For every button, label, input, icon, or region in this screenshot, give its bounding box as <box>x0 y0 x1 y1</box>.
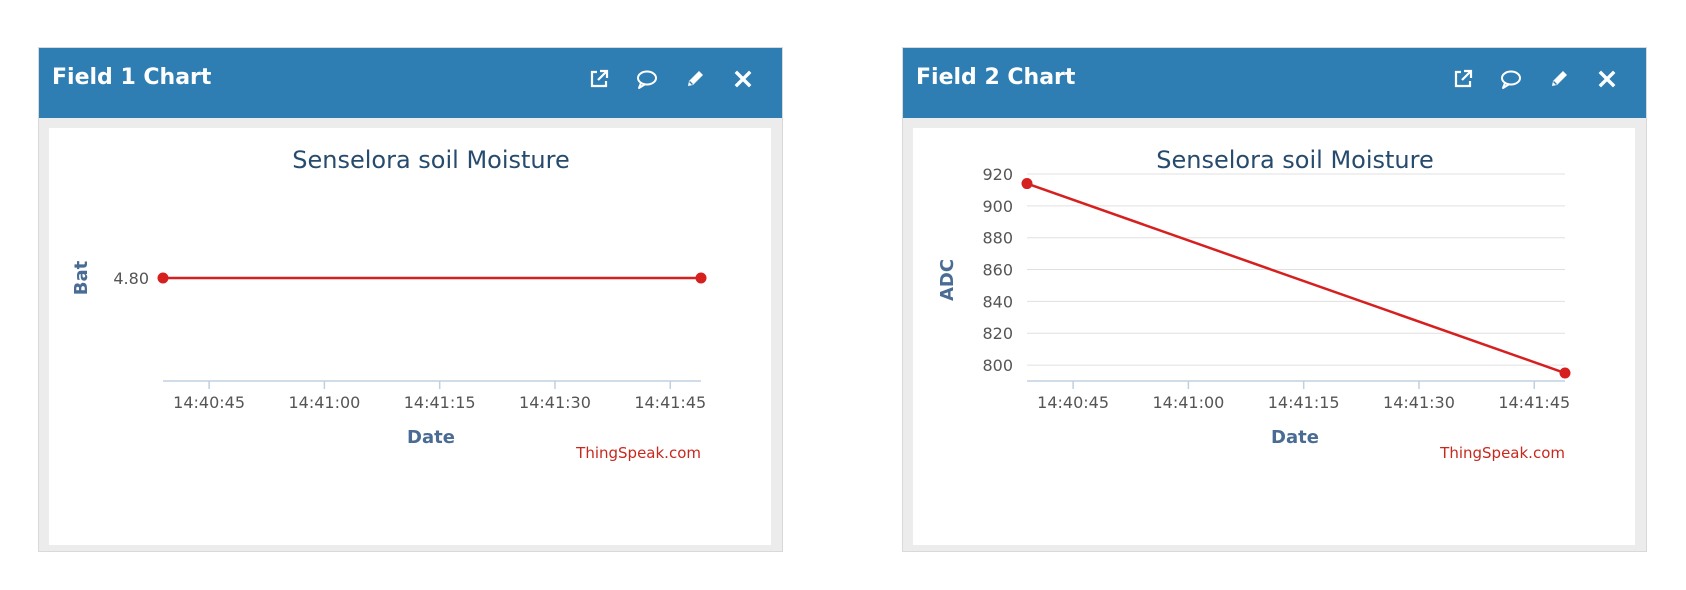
field-1-line-chart: Senselora soil Moisture 14:40:45 14:41:00… <box>71 146 707 462</box>
panel-title: Field 2 Chart <box>916 65 1076 90</box>
x-tick-label: 14:41:00 <box>1152 393 1224 412</box>
x-tick-label: 14:41:15 <box>1268 393 1340 412</box>
chart-area: Senselora soil Moisture 14:40:45 14:41:00… <box>49 128 771 545</box>
y-tick-label: 800 <box>982 356 1013 375</box>
data-point[interactable] <box>157 272 169 284</box>
close-icon[interactable] <box>728 64 758 94</box>
comment-icon[interactable] <box>1496 64 1526 94</box>
x-tick-label: 14:40:45 <box>173 393 245 412</box>
close-icon[interactable] <box>1592 64 1622 94</box>
pencil-icon[interactable] <box>1544 64 1574 94</box>
y-tick-label: 820 <box>982 324 1013 343</box>
x-tick-label: 14:41:15 <box>404 393 476 412</box>
y-tick-label: 900 <box>982 197 1013 216</box>
x-tick-label: 14:41:30 <box>519 393 591 412</box>
comment-icon[interactable] <box>632 64 662 94</box>
x-tick-label: 14:41:30 <box>1383 393 1455 412</box>
x-tick-label: 14:41:45 <box>634 393 706 412</box>
pencil-icon[interactable] <box>680 64 710 94</box>
panel-toolbar <box>566 64 758 94</box>
y-tick-label: 840 <box>982 292 1013 311</box>
panel-header: Field 1 Chart <box>39 48 782 118</box>
y-axis-title: ADC <box>937 259 958 301</box>
y-tick-label: 880 <box>982 229 1013 248</box>
panel-header: Field 2 Chart <box>903 48 1646 118</box>
field-2-line-chart: Senselora soil Moisture 14:40:45 14:41:00… <box>937 146 1571 462</box>
thingspeak-credit[interactable]: ThingSpeak.com <box>575 444 701 462</box>
data-point[interactable] <box>695 272 707 284</box>
x-tick-label: 14:41:45 <box>1498 393 1570 412</box>
y-tick-label: 860 <box>982 261 1013 280</box>
thingspeak-credit[interactable]: ThingSpeak.com <box>1439 444 1565 462</box>
y-axis-title: Bat <box>71 260 92 295</box>
field-1-chart-panel: Field 1 Chart <box>38 47 783 552</box>
data-point[interactable] <box>1021 178 1033 190</box>
external-link-icon[interactable] <box>1448 64 1478 94</box>
series-line <box>1026 182 1566 375</box>
x-axis-title: Date <box>1271 427 1319 448</box>
panel-title: Field 1 Chart <box>52 65 212 90</box>
field-2-chart-panel: Field 2 Chart <box>902 47 1647 552</box>
x-tick-label: 14:40:45 <box>1037 393 1109 412</box>
x-axis-title: Date <box>407 427 455 448</box>
chart-title: Senselora soil Moisture <box>292 146 569 174</box>
y-tick-label: 4.80 <box>113 269 149 288</box>
chart-area: Senselora soil Moisture 14:40:45 14:41:00… <box>913 128 1635 545</box>
chart-title: Senselora soil Moisture <box>1156 146 1433 174</box>
y-tick-label: 920 <box>982 165 1013 184</box>
panel-toolbar <box>1430 64 1622 94</box>
x-tick-label: 14:41:00 <box>288 393 360 412</box>
data-point[interactable] <box>1559 367 1571 379</box>
external-link-icon[interactable] <box>584 64 614 94</box>
